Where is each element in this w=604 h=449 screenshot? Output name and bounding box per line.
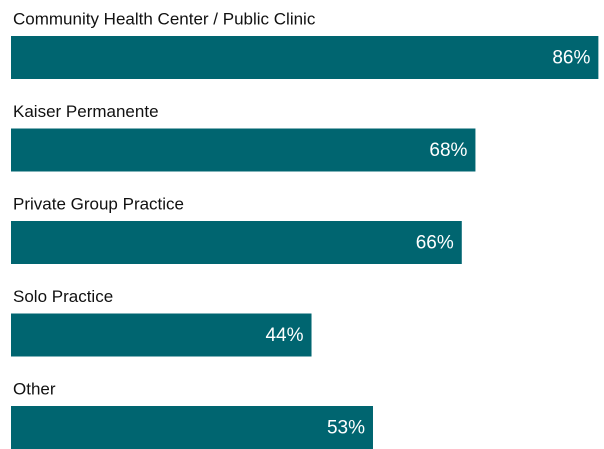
category-label: Other xyxy=(13,379,56,398)
category-label: Kaiser Permanente xyxy=(13,102,159,121)
bar xyxy=(11,128,476,172)
category-label: Community Health Center / Public Clinic xyxy=(13,9,316,28)
value-label: 53% xyxy=(327,418,365,439)
bar xyxy=(11,221,462,264)
bar xyxy=(11,313,312,357)
value-label: 86% xyxy=(552,48,590,69)
value-label: 68% xyxy=(429,140,467,161)
value-label: 44% xyxy=(265,325,303,346)
category-label: Private Group Practice xyxy=(13,194,184,213)
category-label: Solo Practice xyxy=(13,287,113,306)
bar xyxy=(11,36,599,79)
value-label: 66% xyxy=(416,233,454,254)
bar xyxy=(11,406,373,449)
